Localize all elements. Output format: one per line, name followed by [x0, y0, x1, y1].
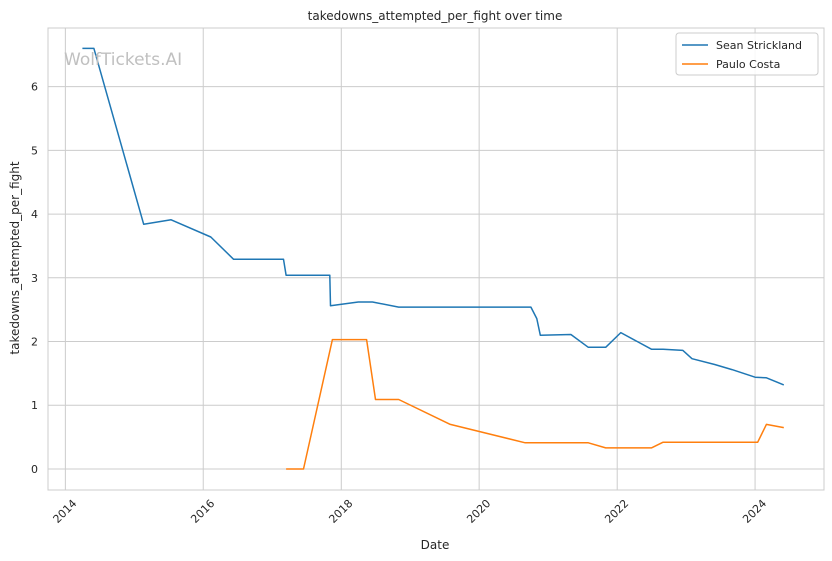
series-line-paulo-costa [286, 338, 784, 470]
y-tick-label: 3 [31, 272, 38, 285]
watermark: WolfTickets.AI [64, 50, 182, 70]
y-tick-label: 1 [31, 399, 38, 412]
y-tick-label: 2 [31, 336, 38, 349]
legend-box [675, 32, 819, 76]
y-tick-label: 5 [31, 144, 38, 157]
x-axis-label: Date [421, 538, 450, 552]
grid-lines [48, 28, 824, 490]
series-layer [82, 47, 785, 470]
series-line-sean-strickland [82, 47, 785, 386]
chart-title: takedowns_attempted_per_fight over time [308, 9, 563, 23]
legend-label-sean-strickland: Sean Strickland [716, 39, 802, 52]
legend-label-paulo-costa: Paulo Costa [716, 58, 780, 71]
y-tick-label: 4 [31, 208, 38, 221]
plot-frame [47, 27, 825, 491]
y-tick-label: 0 [31, 463, 38, 476]
legend: Sean Strickland Paulo Costa [675, 32, 819, 76]
y-tick-label: 6 [31, 81, 38, 94]
y-axis-label: takedowns_attempted_per_fight [8, 161, 22, 354]
